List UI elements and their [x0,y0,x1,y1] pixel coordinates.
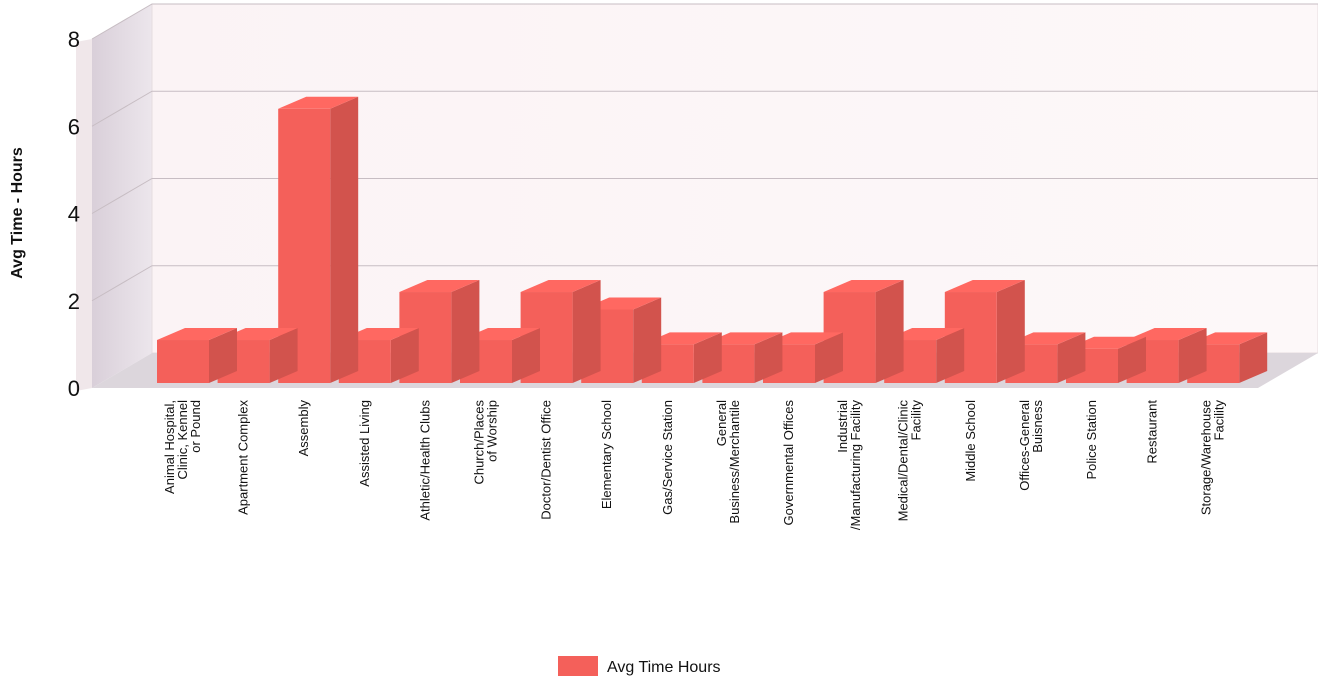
bar-top [520,280,601,293]
bar-side [1118,336,1146,383]
x-category-label: Assisted Living [357,400,372,487]
bar [641,332,722,383]
gridline [91,3,1318,40]
bar-top [581,297,662,310]
bars [157,96,1268,384]
y-axis-ticks: 0 2 4 6 8 [68,27,80,401]
legend-swatch [558,656,598,676]
bar-top [944,280,1025,293]
bar-top [157,328,237,341]
x-category-label: Animal Hospital,Clinic, Kennelor Pound [162,400,203,494]
bar [278,96,359,384]
bar [1066,336,1146,383]
gridline [91,90,1318,127]
bar-top [217,328,298,341]
bar-top [338,328,419,341]
x-category-label: Assembly [296,400,311,457]
x-category-label: Storage/WarehouseFacility [1199,400,1227,516]
bar-side [936,328,965,383]
x-category-label: Governmental Offices [781,400,796,526]
bar-side [996,280,1025,383]
x-category-label: Gas/Service Station [660,400,675,515]
bar-top [641,332,722,345]
y-tick-label: 0 [68,376,80,401]
x-category-label: Doctor/Dentist Office [539,400,554,520]
x-category-label: Restaurant [1145,400,1160,464]
bar-side [875,280,904,383]
x-category-label: Police Station [1084,400,1099,480]
bar-top [1005,332,1086,345]
bar-side [512,328,540,383]
bar-side [633,297,662,383]
bar-side [572,280,601,383]
bar [823,280,904,383]
x-category-label: Athletic/Health Clubs [417,400,432,521]
gridline [91,178,1318,214]
bar-side [451,280,480,383]
bar-top [763,332,843,345]
x-category-label: Offices-GeneralBuisness [1017,400,1045,491]
bar-front [157,340,209,383]
bar-side [209,328,237,383]
y-axis-title: Avg Time - Hours [9,147,26,279]
bar [884,328,965,383]
x-category-label: Elementary School [599,400,614,509]
bar-side [693,332,722,383]
x-axis-labels: Animal Hospital,Clinic, Kennelor Pound Ap… [162,400,1227,531]
left-wall-edge [76,39,92,391]
gridline [91,265,1318,302]
bar-top [1126,328,1207,341]
y-tick-label: 4 [68,202,80,227]
x-category-label: Industrial/Manufacturing Facility [835,400,863,531]
legend: Avg Time Hours [558,656,721,676]
bar-side [1057,332,1086,383]
bar-side [815,332,843,383]
bar-side [754,332,783,383]
gridlines [91,3,1318,302]
bar-top [1066,336,1146,349]
bar-top [1187,332,1268,345]
bar-top [823,280,904,293]
legend-label: Avg Time Hours [607,659,721,676]
y-tick-label: 2 [68,289,80,314]
bar-side [1239,332,1268,383]
bar-top [399,280,480,293]
y-tick-label: 8 [68,27,80,52]
x-category-label: Middle School [963,400,978,482]
y-tick-label: 6 [68,114,80,139]
x-category-label: GeneralBusiness/Merchantile [714,400,742,524]
bar [157,328,237,383]
x-category-label: Church/Placesof Worship [472,400,500,485]
bar-top [278,96,359,109]
bar-side [330,96,359,384]
bar-side [390,328,419,383]
x-category-label: Apartment Complex [236,400,251,515]
bar-side [269,328,298,383]
bar-top [460,328,540,341]
x-category-label: Medical/Dental/ClinicFacility [896,400,924,522]
bar-top [702,332,783,345]
bar-top [884,328,965,341]
bar-side [1178,328,1207,383]
